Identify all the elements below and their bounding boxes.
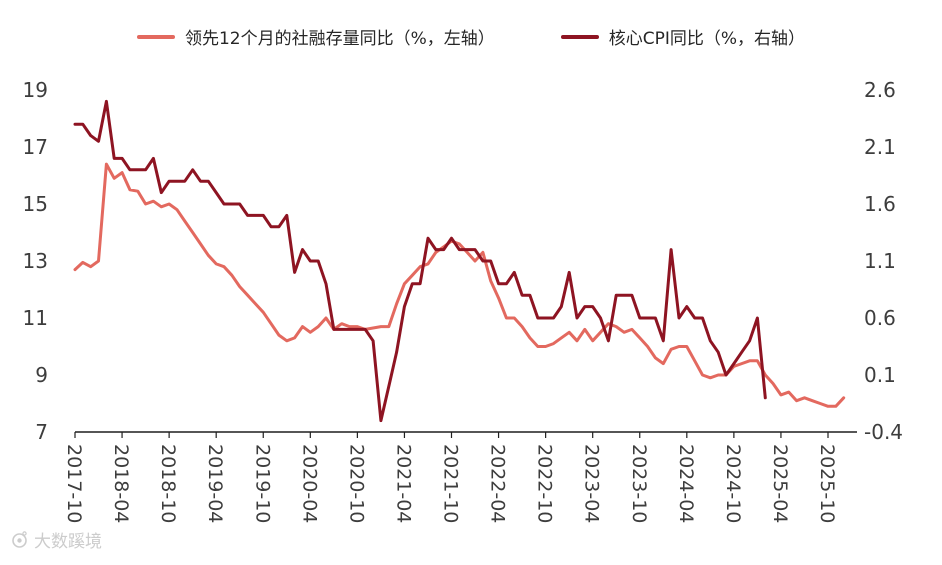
y-axis-label-left: 13 — [23, 249, 48, 273]
y-axis-label-left: 15 — [23, 192, 48, 216]
legend-swatch-cpi — [560, 34, 599, 39]
y-axis-label-right: 2.6 — [864, 78, 896, 102]
legend: 领先12个月的社融存量同比（%，左轴） 核心CPI同比（%，右轴） — [0, 24, 942, 49]
x-tick-label: 2021-04 — [392, 444, 414, 523]
series-line-1 — [73, 99, 767, 423]
x-tick-label: 2020-04 — [298, 444, 320, 523]
x-tick-label: 2025-04 — [769, 444, 791, 523]
y-axis-label-right: 0.6 — [864, 306, 896, 330]
watermark-text: 大数蹊境 — [34, 532, 102, 552]
y-axis-label-left: 19 — [23, 78, 48, 102]
x-tick-label: 2019-04 — [204, 444, 226, 523]
x-tick-label: 2019-10 — [251, 444, 273, 523]
y-axis-label-left: 7 — [35, 420, 48, 444]
legend-item-cpi: 核心CPI同比（%，右轴） — [560, 24, 806, 49]
x-tick-label: 2024-04 — [675, 444, 697, 523]
x-tick-label: 2022-04 — [487, 444, 509, 523]
legend-label-cpi: 核心CPI同比（%，右轴） — [608, 29, 806, 49]
x-tick-label: 2020-10 — [345, 444, 367, 523]
y-axis-label-right: 2.1 — [864, 135, 896, 159]
y-axis-label-right: 0.1 — [864, 363, 896, 387]
y-axis-label-left: 11 — [23, 306, 48, 330]
series-line-0 — [73, 162, 846, 408]
x-tick-label: 2025-10 — [816, 444, 838, 523]
legend-swatch-shr — [136, 34, 175, 39]
x-tick-label: 2018-04 — [110, 444, 132, 523]
legend-label-shr: 领先12个月的社融存量同比（%，左轴） — [184, 29, 495, 49]
x-tick-label: 2021-10 — [440, 444, 462, 523]
y-axis-label-right: 1.1 — [864, 249, 896, 273]
x-tick-label: 2018-10 — [157, 444, 179, 523]
watermark-logo-icon — [12, 531, 27, 548]
watermark: 大数蹊境 — [10, 527, 102, 552]
x-tick-label: 2023-10 — [628, 444, 650, 523]
legend-item-shr: 领先12个月的社融存量同比（%，左轴） — [136, 24, 495, 49]
y-axis-label-right: 1.6 — [864, 192, 896, 216]
x-tick-label: 2024-10 — [722, 444, 744, 523]
x-tick-label: 2017-10 — [63, 444, 85, 523]
y-axis-label-left: 17 — [23, 135, 48, 159]
y-axis-label-left: 9 — [35, 363, 48, 387]
y-axis-label-right: -0.4 — [864, 420, 903, 444]
x-tick-label: 2022-10 — [534, 444, 556, 523]
x-tick-label: 2023-04 — [581, 444, 603, 523]
